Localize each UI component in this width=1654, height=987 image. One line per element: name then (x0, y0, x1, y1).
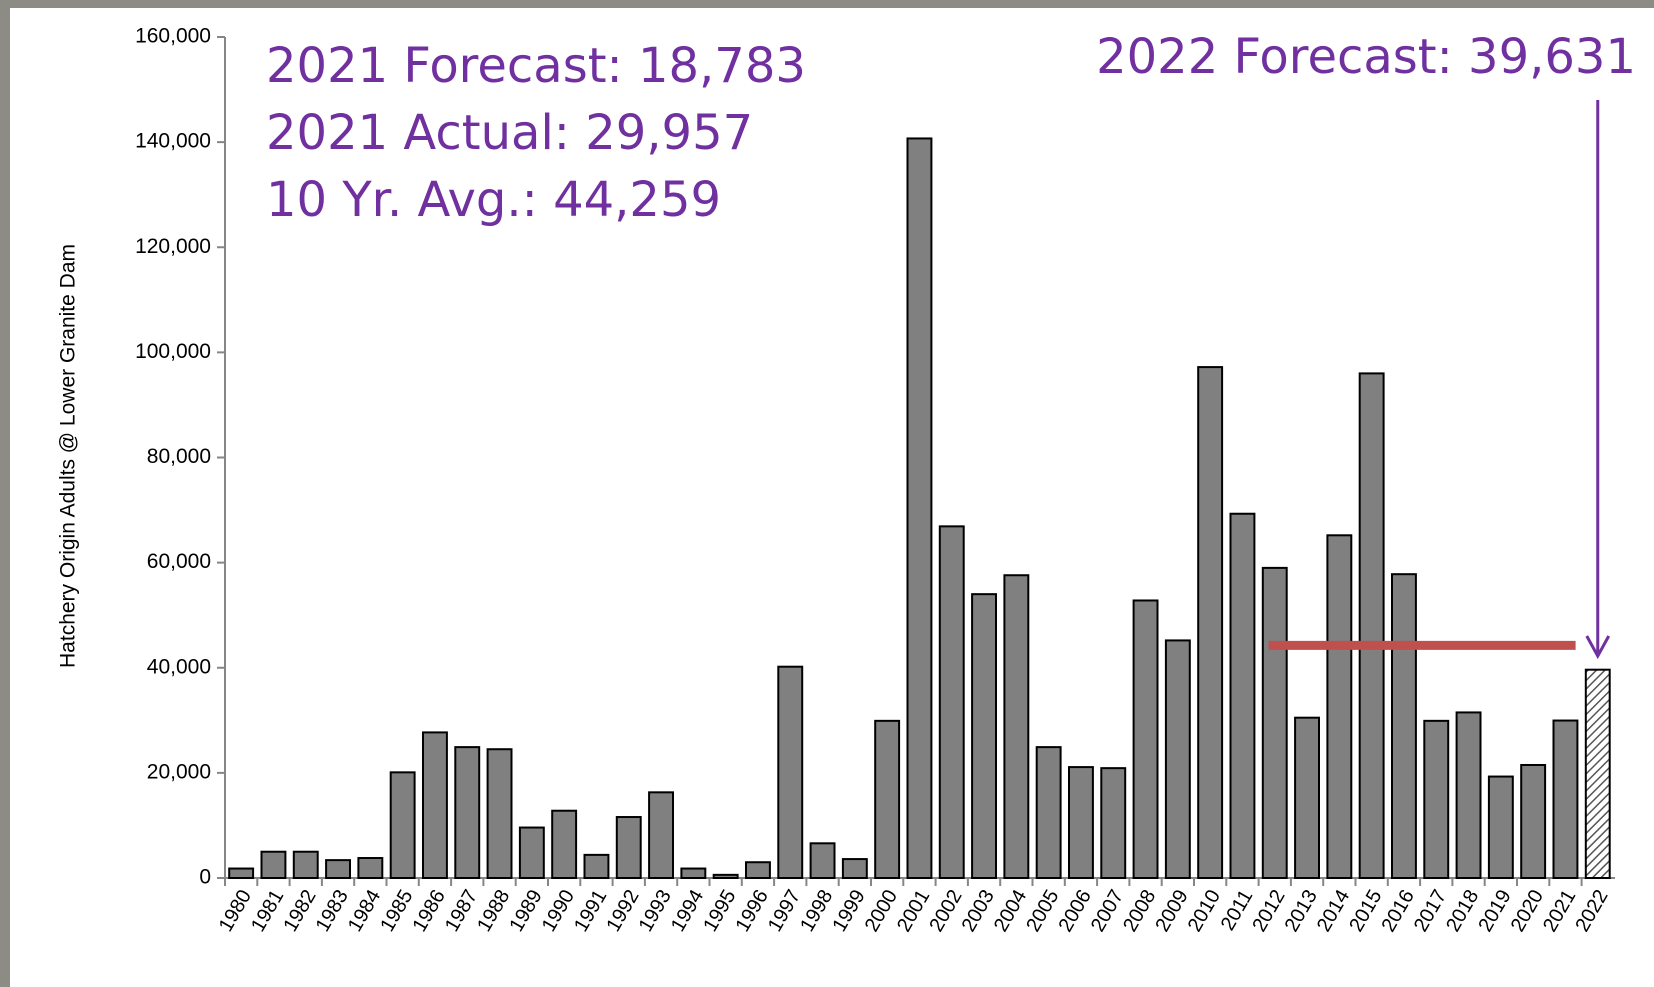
bar (1132, 599, 1159, 879)
bar (1390, 573, 1417, 879)
bar (1197, 366, 1224, 879)
bar (648, 791, 675, 879)
bar (1584, 668, 1611, 880)
y-tick-label: 120,000 (135, 235, 211, 258)
bar (1326, 534, 1353, 879)
bar (906, 137, 933, 879)
y-tick-label: 0 (199, 866, 211, 889)
bar (551, 809, 578, 879)
arrow-head (1585, 635, 1611, 660)
bar (357, 857, 384, 879)
bar (1358, 372, 1385, 879)
bar (1455, 711, 1482, 879)
bar (583, 853, 610, 879)
annotation: 10 Yr. Avg.: 44,259 (266, 172, 721, 228)
bar (1520, 763, 1547, 879)
bar (1035, 746, 1062, 880)
bar (1100, 767, 1127, 879)
y-tick-label: 40,000 (147, 655, 211, 678)
bar (421, 731, 448, 879)
annotation: 2021 Actual: 29,957 (266, 105, 753, 161)
bar (744, 861, 771, 880)
bar (260, 850, 287, 879)
y-tick-label: 160,000 (135, 25, 211, 48)
bar (292, 850, 319, 879)
y-tick-label: 100,000 (135, 340, 211, 363)
y-tick-label: 20,000 (147, 760, 211, 783)
bar (486, 748, 513, 879)
bar (938, 525, 965, 879)
bar (325, 859, 352, 879)
y-tick-label: 60,000 (147, 550, 211, 573)
bar (1261, 566, 1288, 879)
y-tick-label: 80,000 (147, 445, 211, 468)
bar (1229, 512, 1256, 879)
bar (777, 665, 804, 879)
bar (874, 719, 901, 880)
forecast-annotation: 2022 Forecast: 39,631 (1096, 29, 1636, 85)
bar (971, 593, 998, 879)
bar (1003, 574, 1030, 879)
bar (809, 842, 836, 880)
bar (1067, 766, 1094, 880)
bar (841, 858, 868, 880)
bar (712, 873, 739, 880)
bar (1552, 719, 1579, 879)
bar (680, 867, 707, 880)
bar (1294, 716, 1321, 880)
bar (228, 867, 255, 880)
annotation: 2021 Forecast: 18,783 (266, 38, 806, 94)
y-axis-label: Hatchery Origin Adults @ Lower Granite D… (57, 244, 80, 668)
bar (1423, 719, 1450, 880)
bar (389, 771, 416, 879)
bar (1164, 639, 1191, 879)
bar (454, 746, 481, 880)
y-tick-label: 140,000 (135, 130, 211, 153)
bar (615, 816, 642, 880)
bar (1487, 775, 1514, 880)
bar (518, 826, 545, 879)
